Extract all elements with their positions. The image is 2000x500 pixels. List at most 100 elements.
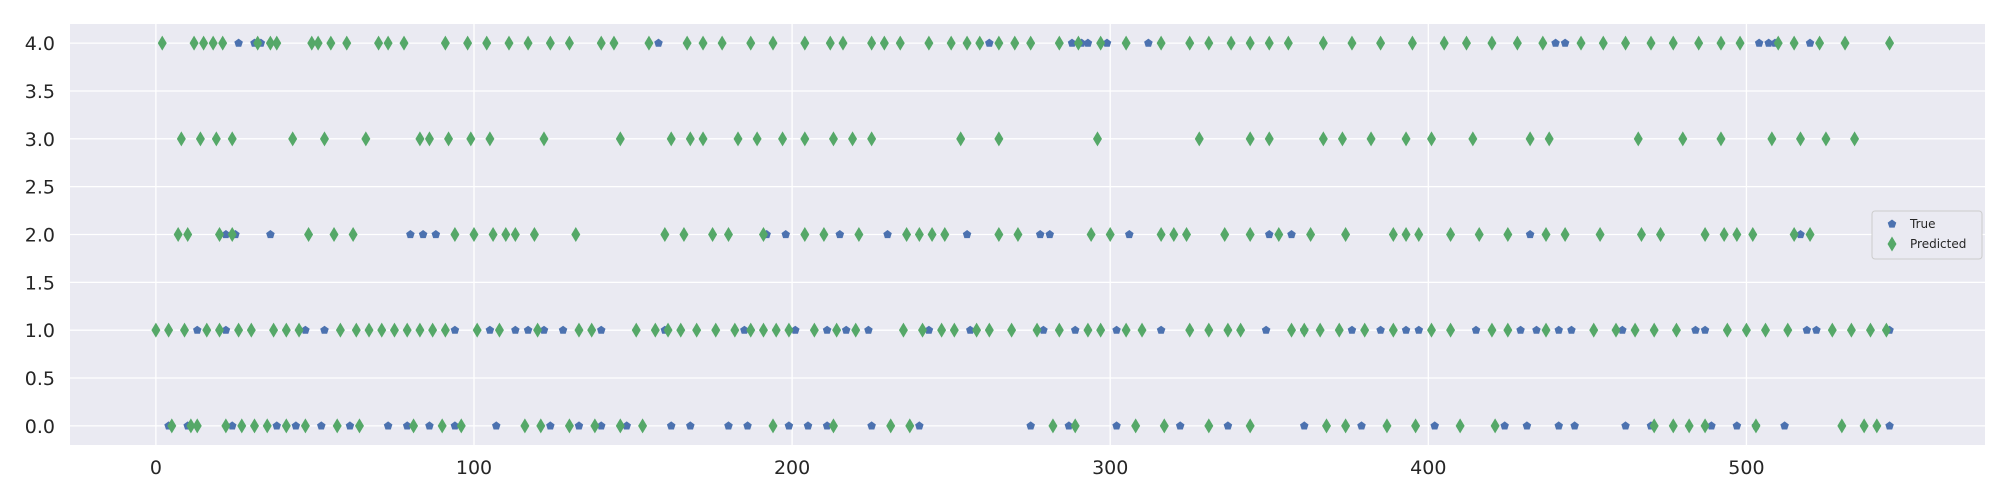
- data-point-predicted: [269, 322, 279, 338]
- data-point-predicted: [1598, 35, 1608, 51]
- data-point-predicted: [440, 35, 450, 51]
- x-tick-label: 400: [1410, 457, 1446, 479]
- data-point-predicted: [1656, 227, 1666, 242]
- data-point-predicted: [1366, 131, 1376, 147]
- data-point-true: [234, 38, 243, 47]
- data-point-predicted: [1646, 35, 1656, 51]
- data-point-predicted: [778, 131, 788, 147]
- data-point-true: [1570, 421, 1579, 430]
- data-point-true: [450, 421, 460, 430]
- data-point-predicted: [281, 418, 291, 434]
- data-point-predicted: [313, 35, 323, 51]
- data-point-predicted: [666, 131, 676, 147]
- data-point-predicted: [1092, 131, 1102, 147]
- data-point-predicted: [1611, 322, 1621, 338]
- data-point-predicted: [574, 322, 584, 338]
- data-point-predicted: [402, 322, 412, 338]
- x-tick-labels: 0 100 200 300 400 500: [150, 457, 1765, 479]
- legend-label-true: True: [1909, 217, 1936, 231]
- data-point-predicted: [1636, 227, 1646, 242]
- data-point-predicted: [1538, 35, 1548, 51]
- data-point-predicted: [1245, 227, 1255, 242]
- data-point-predicted: [351, 322, 361, 338]
- data-point-predicted: [676, 322, 686, 338]
- data-point-predicted: [1401, 131, 1411, 147]
- y-tick-label: 4.0: [25, 33, 55, 55]
- data-point-predicted: [1226, 35, 1236, 51]
- data-point-predicted: [1283, 35, 1293, 51]
- data-point-true: [539, 325, 549, 334]
- data-point-true: [1802, 325, 1812, 334]
- data-point-predicted: [176, 131, 186, 147]
- data-point-predicted: [1541, 227, 1551, 242]
- data-point-true: [822, 421, 832, 430]
- data-point-true: [841, 325, 851, 334]
- data-point-predicted: [848, 131, 858, 147]
- data-point-true: [1522, 421, 1532, 430]
- data-point-predicted: [1245, 418, 1255, 434]
- data-point-predicted: [1121, 322, 1131, 338]
- data-point-true: [418, 230, 428, 239]
- data-point-predicted: [828, 418, 838, 434]
- data-point-true: [1347, 325, 1357, 334]
- data-point-true: [781, 230, 790, 239]
- data-point-predicted: [949, 322, 959, 338]
- data-point-predicted: [1360, 322, 1370, 338]
- data-point-predicted: [195, 131, 205, 147]
- data-point-predicted: [1318, 131, 1328, 147]
- x-tick-label: 300: [1092, 457, 1128, 479]
- data-point-predicted: [768, 418, 778, 434]
- data-point-predicted: [1032, 322, 1042, 338]
- data-point-predicted: [1426, 322, 1436, 338]
- data-point-predicted: [1322, 418, 1332, 434]
- data-point-predicted: [1525, 131, 1535, 147]
- data-point-predicted: [1474, 227, 1484, 242]
- data-point-true: [1112, 325, 1121, 334]
- data-point-predicted: [1439, 35, 1449, 51]
- data-point-predicted: [389, 322, 399, 338]
- data-point-predicted: [1341, 227, 1351, 242]
- data-point-predicted: [504, 35, 514, 51]
- data-point-true: [666, 421, 676, 430]
- data-point-predicted: [1783, 322, 1793, 338]
- data-point-predicted: [469, 227, 479, 242]
- data-point-true: [1265, 230, 1274, 239]
- data-point-predicted: [682, 35, 692, 51]
- data-point-predicted: [1719, 227, 1729, 242]
- data-point-predicted: [1096, 322, 1106, 338]
- data-point-predicted: [215, 227, 225, 242]
- data-point-predicted: [1159, 418, 1169, 434]
- data-point-predicted: [800, 131, 810, 147]
- data-point-predicted: [424, 131, 434, 147]
- data-point-predicted: [1121, 35, 1131, 51]
- data-point-true: [1300, 421, 1309, 430]
- data-point-true: [291, 421, 301, 430]
- data-point-predicted: [215, 322, 225, 338]
- data-point-predicted: [1503, 227, 1513, 242]
- data-point-true: [1144, 38, 1153, 47]
- data-point-predicted: [1334, 322, 1344, 338]
- data-point-predicted: [825, 35, 835, 51]
- data-point-predicted: [1468, 131, 1478, 147]
- data-point-predicted: [615, 418, 625, 434]
- data-point-predicted: [638, 418, 648, 434]
- data-point-predicted: [1264, 35, 1274, 51]
- data-point-true: [425, 421, 434, 430]
- data-point-predicted: [183, 227, 193, 242]
- data-point-true: [740, 325, 749, 334]
- data-point-predicted: [1274, 227, 1284, 242]
- data-point-predicted: [832, 322, 842, 338]
- data-point-predicted: [972, 322, 982, 338]
- data-point-true: [1156, 325, 1166, 334]
- data-point-predicted: [173, 227, 183, 242]
- data-point-predicted: [587, 322, 597, 338]
- data-point-predicted: [819, 227, 829, 242]
- data-point-true: [193, 325, 202, 334]
- data-point-predicted: [854, 227, 864, 242]
- data-point-predicted: [1560, 227, 1570, 242]
- data-point-true: [686, 421, 695, 430]
- data-point-true: [1796, 230, 1805, 239]
- data-point-true: [803, 421, 813, 430]
- data-point-predicted: [698, 131, 708, 147]
- data-point-predicted: [879, 35, 889, 51]
